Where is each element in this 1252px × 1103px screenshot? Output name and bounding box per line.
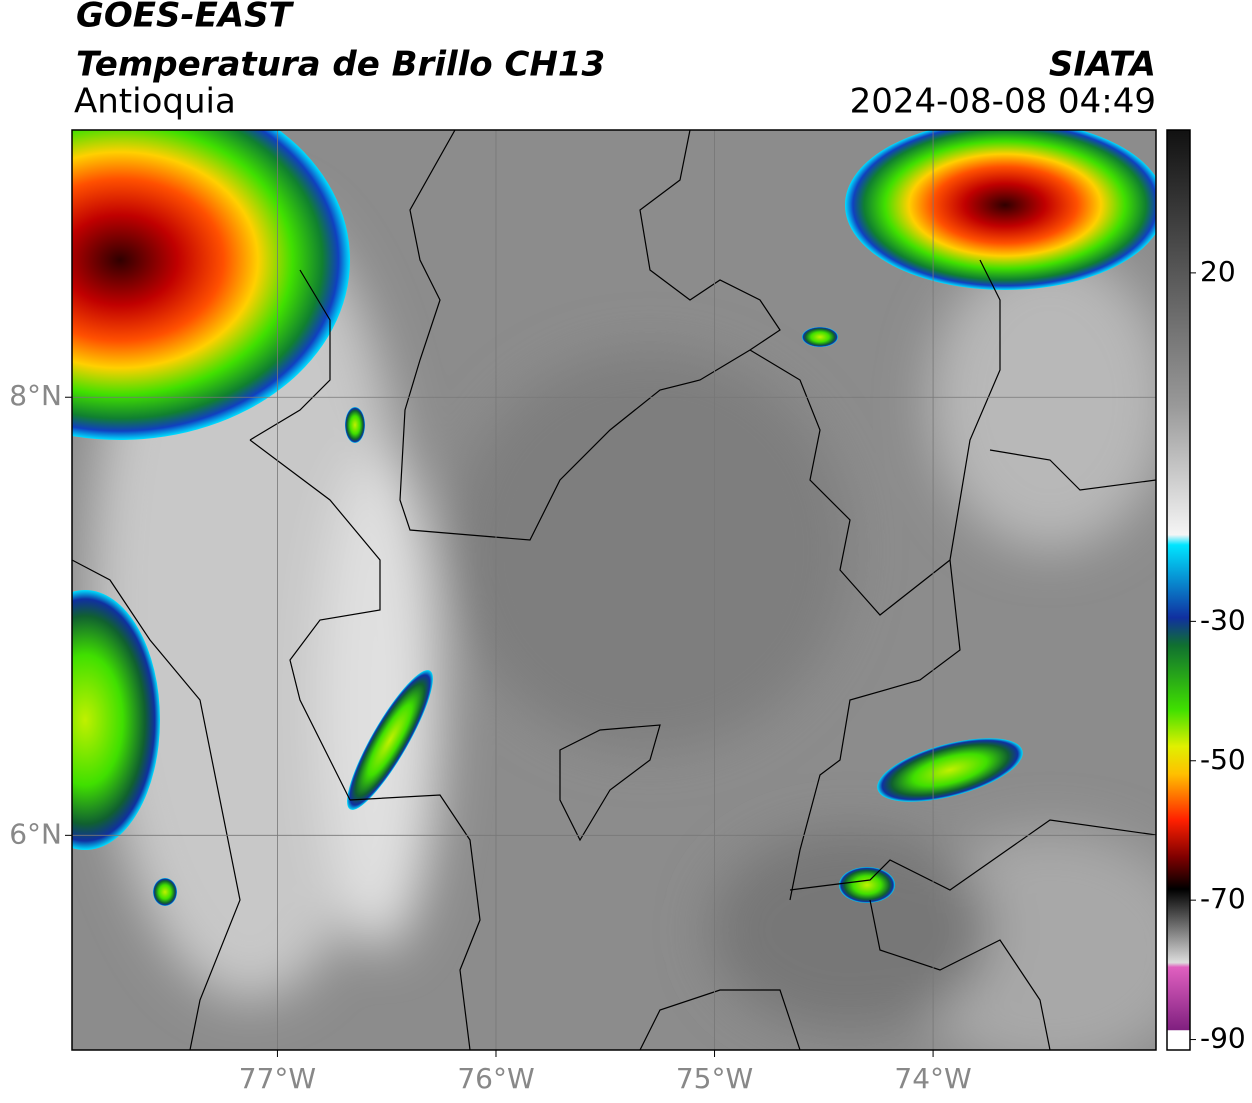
storm-cloud (153, 878, 177, 906)
colorbar-tick-label: -30 (1200, 603, 1246, 636)
title: GOES-EAST (76, 0, 295, 36)
storm-cloud (845, 130, 1156, 290)
storm-cloud (72, 130, 350, 440)
cloud-texture (90, 200, 1156, 1050)
region: Antioquia (74, 82, 236, 122)
storm-cloud (839, 867, 895, 903)
x-tick-label: 76°W (457, 1062, 534, 1095)
x-tick-label: 77°W (239, 1062, 316, 1095)
gridlines (72, 130, 1156, 1050)
storm-cloud (72, 590, 160, 850)
x-tick-label: 74°W (894, 1062, 971, 1095)
storm-cloud (877, 738, 1023, 802)
colorbar-tick-label: 20 (1200, 255, 1236, 288)
datetime: 2024-08-08 04:49 (850, 82, 1156, 122)
colorbar-tick-label: -70 (1200, 882, 1246, 915)
map-frame (71, 129, 1157, 1051)
x-tick-label: 75°W (676, 1062, 753, 1095)
colorbar (1166, 129, 1191, 1051)
storm-cloud (345, 407, 365, 443)
agency: SIATA (1049, 45, 1156, 85)
map (72, 130, 1156, 1050)
storm-cloud (802, 327, 838, 347)
y-tick-label: 6°N (9, 817, 62, 850)
colorbar-tick-label: -90 (1200, 1022, 1246, 1055)
borders (72, 130, 1156, 1050)
colorbar-tick-label: -50 (1200, 743, 1246, 776)
y-tick-label: 8°N (9, 379, 62, 412)
storm-cloud (347, 670, 433, 810)
subtitle: Temperatura de Brillo CH13 (76, 45, 605, 85)
